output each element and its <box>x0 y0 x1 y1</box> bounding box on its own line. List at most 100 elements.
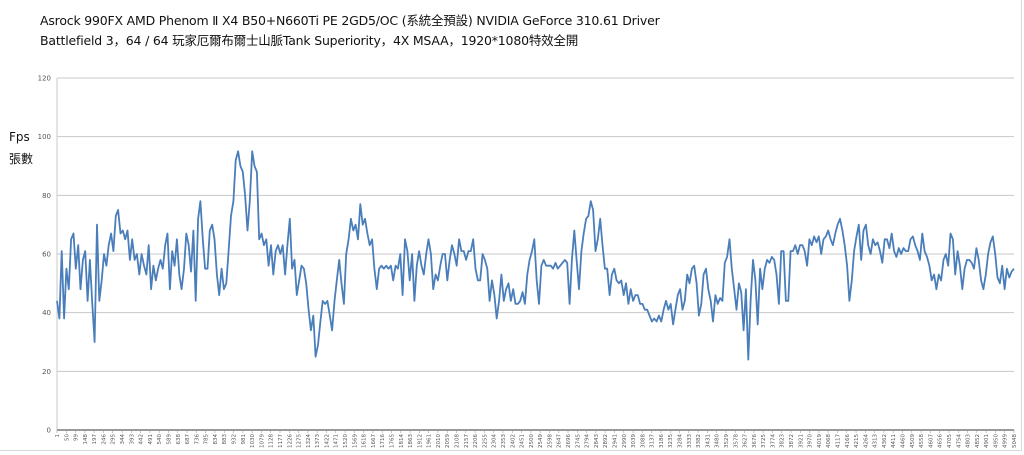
x-tick-label: 2500 <box>529 434 535 448</box>
x-tick-label: 3578 <box>733 434 739 448</box>
x-tick-label: 1079 <box>259 434 265 448</box>
x-tick-label: 3676 <box>752 434 758 448</box>
x-tick-label: 2255 <box>482 434 488 448</box>
y-axis-label-secondary: 張數 <box>9 152 34 166</box>
x-tick-label: 2451 <box>520 434 526 448</box>
x-tick-label: 50 <box>64 434 70 441</box>
x-tick-label: 1618 <box>362 434 368 448</box>
x-tick-label: 4754 <box>956 434 962 448</box>
x-tick-label: 4166 <box>845 434 851 448</box>
x-tick-label: 1226 <box>287 434 293 448</box>
x-tick-label: 2598 <box>547 434 553 448</box>
x-tick-label: 2206 <box>473 434 479 448</box>
x-tick-label: 4999 <box>1003 434 1009 448</box>
x-tick-label: 687 <box>185 434 191 445</box>
x-tick-label: 3480 <box>715 434 721 448</box>
x-tick-label: 197 <box>92 434 98 445</box>
x-tick-label: 1 <box>55 434 61 438</box>
x-tick-label: 540 <box>157 434 163 445</box>
x-tick-label: 1030 <box>250 434 256 448</box>
x-tick-label: 2402 <box>510 434 516 448</box>
x-tick-label: 442 <box>139 434 145 445</box>
x-tick-label: 638 <box>176 434 182 445</box>
x-tick-label: 148 <box>83 434 89 445</box>
y-tick-label: 20 <box>42 368 51 376</box>
x-tick-label: 1177 <box>278 434 284 448</box>
x-tick-label: 2353 <box>501 434 507 448</box>
x-tick-label: 932 <box>232 434 238 445</box>
x-tick-label: 4313 <box>873 434 879 448</box>
x-tick-label: 785 <box>204 434 210 445</box>
x-tick-label: 2157 <box>464 434 470 448</box>
x-tick-label: 1716 <box>380 434 386 448</box>
y-tick-label: 40 <box>42 309 51 317</box>
x-tick-label: 3333 <box>687 434 693 448</box>
x-tick-label: 2794 <box>585 434 591 448</box>
x-tick-label: 2892 <box>603 434 609 448</box>
x-tick-label: 1814 <box>399 434 405 448</box>
x-tick-label: 2304 <box>492 434 498 448</box>
x-tick-label: 4607 <box>928 434 934 448</box>
x-tick-label: 1569 <box>352 434 358 448</box>
x-tick-label: 834 <box>213 434 219 445</box>
y-tick-label: 100 <box>38 133 51 141</box>
x-tick-label: 883 <box>222 434 228 445</box>
x-tick-label: 4215 <box>854 434 860 448</box>
x-tick-label: 1324 <box>306 434 312 448</box>
x-tick-label: 2059 <box>445 434 451 448</box>
x-tick-label: 4411 <box>891 434 897 448</box>
x-tick-label: 4656 <box>938 434 944 448</box>
x-tick-label: 3235 <box>668 434 674 448</box>
x-tick-label: 4901 <box>984 434 990 448</box>
x-tick-label: 3774 <box>770 434 776 448</box>
x-tick-label: 2745 <box>575 434 581 448</box>
x-tick-label: 2549 <box>538 434 544 448</box>
x-tick-label: 2696 <box>566 434 572 448</box>
x-tick-label: 3725 <box>761 434 767 448</box>
x-tick-label: 4509 <box>910 434 916 448</box>
y-tick-label: 120 <box>38 75 51 83</box>
x-tick-label: 246 <box>101 434 107 445</box>
x-tick-label: 491 <box>148 434 154 445</box>
x-tick-label: 2647 <box>557 434 563 448</box>
x-tick-label: 3970 <box>808 434 814 448</box>
y-tick-label: 60 <box>42 251 51 259</box>
x-tick-label: 4803 <box>966 434 972 448</box>
x-tick-label: 2843 <box>594 434 600 448</box>
x-tick-label: 1373 <box>315 434 321 448</box>
x-tick-label: 4460 <box>901 434 907 448</box>
x-tick-label: 4068 <box>826 434 832 448</box>
x-tick-label: 4362 <box>882 434 888 448</box>
x-tick-label: 393 <box>129 434 135 445</box>
x-tick-label: 4117 <box>835 434 841 448</box>
x-tick-label: 4019 <box>817 434 823 448</box>
x-tick-label: 2941 <box>612 434 618 448</box>
x-tick-label: 1275 <box>297 434 303 448</box>
x-tick-label: 3823 <box>780 434 786 448</box>
x-tick-label: 344 <box>120 434 126 445</box>
x-tick-label: 1520 <box>343 434 349 448</box>
y-tick-label: 0 <box>47 427 51 435</box>
x-tick-label: 1765 <box>389 434 395 448</box>
x-tick-label: 1128 <box>269 434 275 448</box>
x-tick-label: 2990 <box>622 434 628 448</box>
chart-subtitle: Battlefield 3，64 / 64 玩家厄爾布爾士山脈Tank Supe… <box>40 33 579 48</box>
x-tick-label: 4705 <box>947 434 953 448</box>
x-tick-label: 3186 <box>659 434 665 448</box>
x-tick-label: 589 <box>166 434 172 445</box>
x-tick-label: 3039 <box>631 434 637 448</box>
x-tick-label: 1961 <box>427 434 433 448</box>
chart-title: Asrock 990FX AMD Phenom Ⅱ X4 B50+N660Ti … <box>40 13 660 28</box>
x-tick-label: 1667 <box>371 434 377 448</box>
x-tick-label: 4950 <box>993 434 999 448</box>
x-tick-label: 4558 <box>919 434 925 448</box>
x-tick-label: 736 <box>194 434 200 445</box>
x-tick-label: 2010 <box>436 434 442 448</box>
y-tick-label: 80 <box>42 192 51 200</box>
x-tick-label: 1863 <box>408 434 414 448</box>
x-tick-label: 4264 <box>863 434 869 448</box>
y-axis-label: Fps <box>9 130 30 144</box>
x-tick-label: 3382 <box>696 434 702 448</box>
x-tick-label: 3921 <box>798 434 804 448</box>
